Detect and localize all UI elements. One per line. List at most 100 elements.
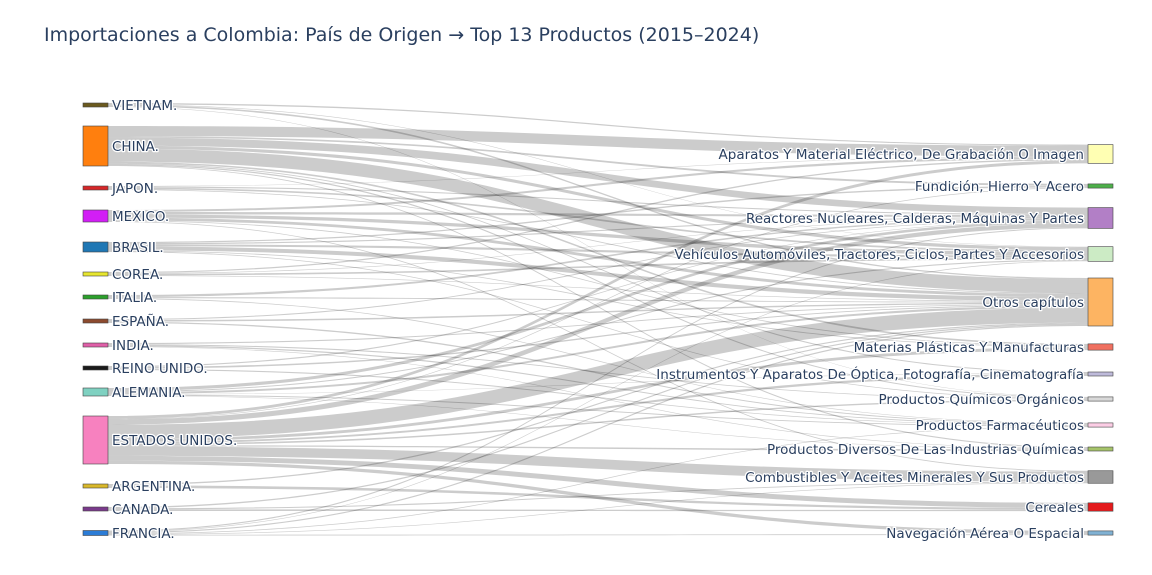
link-4-4[interactable] (108, 246, 1088, 302)
link-11-7[interactable] (108, 399, 1088, 446)
link-6-2[interactable] (108, 218, 1088, 298)
target-node-3[interactable] (1087, 246, 1114, 262)
link-14-8[interactable] (108, 426, 1088, 535)
link-3-4[interactable] (108, 217, 1088, 297)
link-6-4[interactable] (108, 297, 1088, 303)
link-0-7[interactable] (108, 106, 1088, 398)
link-11-6[interactable] (108, 373, 1088, 444)
source-node-2[interactable] (82, 185, 109, 191)
link-0-0[interactable] (108, 103, 1088, 146)
link-13-4[interactable] (108, 323, 1088, 509)
link-9-4[interactable] (108, 304, 1088, 369)
link-3-5[interactable] (108, 220, 1088, 347)
link-14-3[interactable] (108, 260, 1088, 533)
link-9-2[interactable] (108, 220, 1088, 368)
link-14-12[interactable] (108, 534, 1088, 536)
source-node-13[interactable] (82, 506, 109, 512)
target-node-6[interactable] (1087, 371, 1114, 377)
link-11-11[interactable] (108, 455, 1088, 508)
link-13-10[interactable] (108, 481, 1088, 510)
target-node-0[interactable] (1087, 144, 1114, 164)
source-node-9[interactable] (82, 365, 109, 371)
link-7-4[interactable] (108, 302, 1088, 322)
link-3-0[interactable] (108, 156, 1088, 212)
link-1-9[interactable] (108, 165, 1088, 449)
link-11-10[interactable] (108, 446, 1088, 482)
link-11-5[interactable] (108, 347, 1088, 442)
link-1-1[interactable] (108, 136, 1088, 186)
link-1-3[interactable] (108, 145, 1088, 251)
link-8-4[interactable] (108, 303, 1088, 345)
source-node-11[interactable] (82, 415, 109, 465)
link-11-1[interactable] (108, 187, 1088, 420)
link-1-7[interactable] (108, 164, 1088, 399)
link-4-1[interactable] (108, 185, 1088, 244)
target-node-8[interactable] (1087, 422, 1114, 428)
source-node-12[interactable] (82, 483, 109, 489)
link-0-4[interactable] (108, 104, 1088, 280)
target-node-11[interactable] (1087, 502, 1114, 512)
link-6-8[interactable] (108, 298, 1088, 424)
link-8-7[interactable] (108, 344, 1088, 400)
source-node-3[interactable] (82, 209, 109, 223)
target-node-12[interactable] (1087, 530, 1114, 536)
link-2-4[interactable] (108, 189, 1088, 294)
link-5-0[interactable] (108, 159, 1088, 274)
source-node-7[interactable] (82, 318, 109, 324)
link-4-5[interactable] (108, 250, 1088, 348)
link-1-6[interactable] (108, 163, 1088, 374)
target-node-4[interactable] (1087, 277, 1114, 327)
link-13-11[interactable] (108, 509, 1088, 512)
source-node-6[interactable] (82, 294, 109, 300)
link-8-9[interactable] (108, 346, 1088, 449)
link-5-2[interactable] (108, 217, 1088, 274)
link-14-4[interactable] (108, 324, 1088, 534)
link-10-4[interactable] (108, 305, 1088, 395)
source-node-0[interactable] (82, 102, 109, 108)
target-node-9[interactable] (1087, 446, 1114, 452)
link-11-9[interactable] (108, 445, 1088, 451)
link-10-2[interactable] (108, 220, 1088, 392)
link-9-8[interactable] (108, 368, 1088, 426)
source-node-8[interactable] (82, 342, 109, 348)
link-1-2[interactable] (108, 137, 1088, 214)
source-node-5[interactable] (82, 271, 109, 277)
link-10-3[interactable] (108, 259, 1088, 393)
link-1-0[interactable] (108, 126, 1088, 157)
source-node-10[interactable] (82, 387, 109, 397)
link-12-11[interactable] (108, 485, 1088, 510)
link-2-0[interactable] (108, 156, 1088, 187)
link-11-12[interactable] (108, 460, 1088, 535)
link-3-3[interactable] (108, 214, 1088, 256)
target-node-1[interactable] (1087, 183, 1114, 189)
link-11-4[interactable] (108, 307, 1088, 439)
link-10-9[interactable] (108, 395, 1088, 450)
target-node-10[interactable] (1087, 470, 1114, 484)
link-4-7[interactable] (108, 251, 1088, 399)
link-8-8[interactable] (108, 345, 1088, 426)
link-4-3[interactable] (108, 244, 1088, 258)
link-1-4[interactable] (108, 148, 1088, 294)
target-node-2[interactable] (1087, 207, 1114, 229)
link-0-3[interactable] (108, 104, 1088, 248)
target-node-7[interactable] (1087, 396, 1114, 402)
link-12-4[interactable] (108, 322, 1088, 486)
link-7-2[interactable] (108, 219, 1088, 321)
link-7-8[interactable] (108, 321, 1088, 425)
source-node-4[interactable] (82, 241, 109, 253)
target-node-5[interactable] (1087, 343, 1114, 351)
link-11-2[interactable] (108, 223, 1088, 425)
link-10-6[interactable] (108, 373, 1088, 395)
link-14-2[interactable] (108, 227, 1088, 532)
link-5-4[interactable] (108, 275, 1088, 302)
link-2-3[interactable] (108, 187, 1088, 253)
link-2-2[interactable] (108, 186, 1088, 215)
link-4-2[interactable] (108, 216, 1088, 245)
source-node-14[interactable] (82, 530, 109, 536)
link-10-8[interactable] (108, 394, 1088, 427)
link-3-2[interactable] (108, 212, 1088, 217)
link-1-5[interactable] (108, 161, 1088, 346)
link-3-10[interactable] (108, 221, 1088, 472)
link-11-0[interactable] (108, 160, 1088, 419)
source-node-1[interactable] (82, 125, 109, 167)
